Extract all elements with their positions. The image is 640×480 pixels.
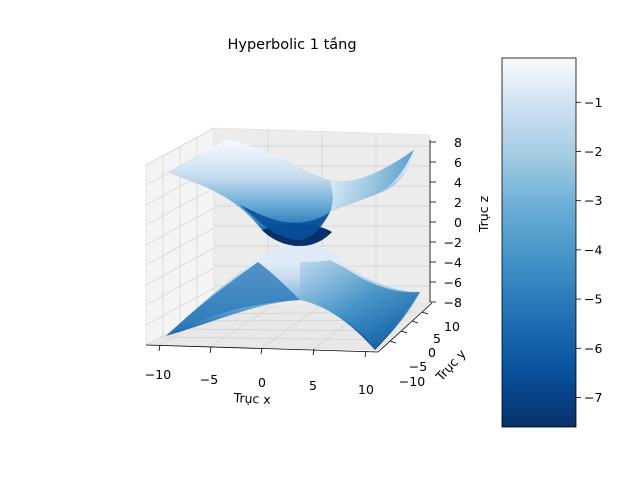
colorbar-tick-label: −7 bbox=[584, 390, 602, 405]
z-tick-label: 6 bbox=[454, 155, 462, 170]
surface-upper-right-wing bbox=[330, 150, 414, 212]
surface-upper-body bbox=[168, 140, 414, 246]
x-tick-label: −5 bbox=[200, 372, 218, 387]
surface-upper bbox=[168, 140, 414, 246]
z-tick-label: −4 bbox=[444, 255, 462, 270]
x-axis-label: Trục x bbox=[232, 390, 271, 407]
colorbar: −1 −2 −3 −4 −5 −6 −7 bbox=[501, 57, 602, 428]
z-tick-label: −8 bbox=[444, 295, 462, 310]
colorbar-tick-label: −6 bbox=[584, 341, 602, 356]
y-axis-label: Trục y bbox=[432, 346, 469, 385]
y-tick-label: 0 bbox=[428, 345, 436, 360]
colorbar-tick-label: −2 bbox=[584, 144, 602, 159]
z-tick-label: 0 bbox=[454, 215, 462, 230]
z-tick-label: 2 bbox=[454, 195, 462, 210]
chart-title: Hyperbolic 1 tầng bbox=[227, 37, 356, 53]
colorbar-tick-label: −5 bbox=[584, 292, 602, 307]
x-tick-label: −10 bbox=[145, 367, 171, 382]
colorbar-tick-label: −3 bbox=[584, 193, 602, 208]
y-tick-label: −5 bbox=[409, 359, 427, 374]
y-tick-label: −10 bbox=[399, 374, 425, 389]
surface-lower-left-flank bbox=[166, 262, 300, 336]
surface-upper-inner bbox=[240, 205, 330, 240]
y-tick-label: 10 bbox=[444, 319, 460, 334]
x-axis: −10 −5 0 5 10 Trục x bbox=[145, 344, 379, 407]
colorbar-tick-label: −1 bbox=[584, 95, 602, 110]
surface-lower-throat bbox=[258, 243, 340, 262]
z-tick-marks bbox=[430, 141, 436, 303]
colorbar-gradient bbox=[501, 57, 577, 428]
colorbar-tick-label: −4 bbox=[584, 242, 602, 257]
x-tick-label: 5 bbox=[309, 378, 317, 393]
colorbar-ticks: −1 −2 −3 −4 −5 −6 −7 bbox=[576, 95, 602, 405]
z-tick-label: 8 bbox=[454, 135, 462, 150]
surface-lower-right-flank bbox=[300, 250, 420, 350]
z-axis: 8 6 4 2 0 −2 −4 −6 −8 Trục z bbox=[429, 135, 491, 310]
z-axis-label: Trục z bbox=[476, 195, 491, 233]
z-tick-label: 4 bbox=[454, 175, 462, 190]
z-tick-label: −6 bbox=[444, 275, 462, 290]
x-tick-label: 10 bbox=[358, 382, 374, 397]
surface-lower bbox=[166, 243, 420, 350]
y-tick-label: 5 bbox=[433, 331, 441, 346]
x-tick-label: 0 bbox=[258, 375, 266, 390]
z-tick-label: −2 bbox=[444, 235, 462, 250]
